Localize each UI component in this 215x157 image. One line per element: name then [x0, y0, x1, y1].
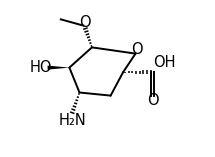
Polygon shape [48, 66, 69, 70]
Text: HO: HO [30, 60, 53, 75]
Text: O: O [79, 15, 91, 30]
Text: H₂N: H₂N [59, 113, 86, 128]
Text: O: O [147, 93, 158, 108]
Text: O: O [131, 42, 143, 57]
Text: OH: OH [154, 55, 176, 70]
